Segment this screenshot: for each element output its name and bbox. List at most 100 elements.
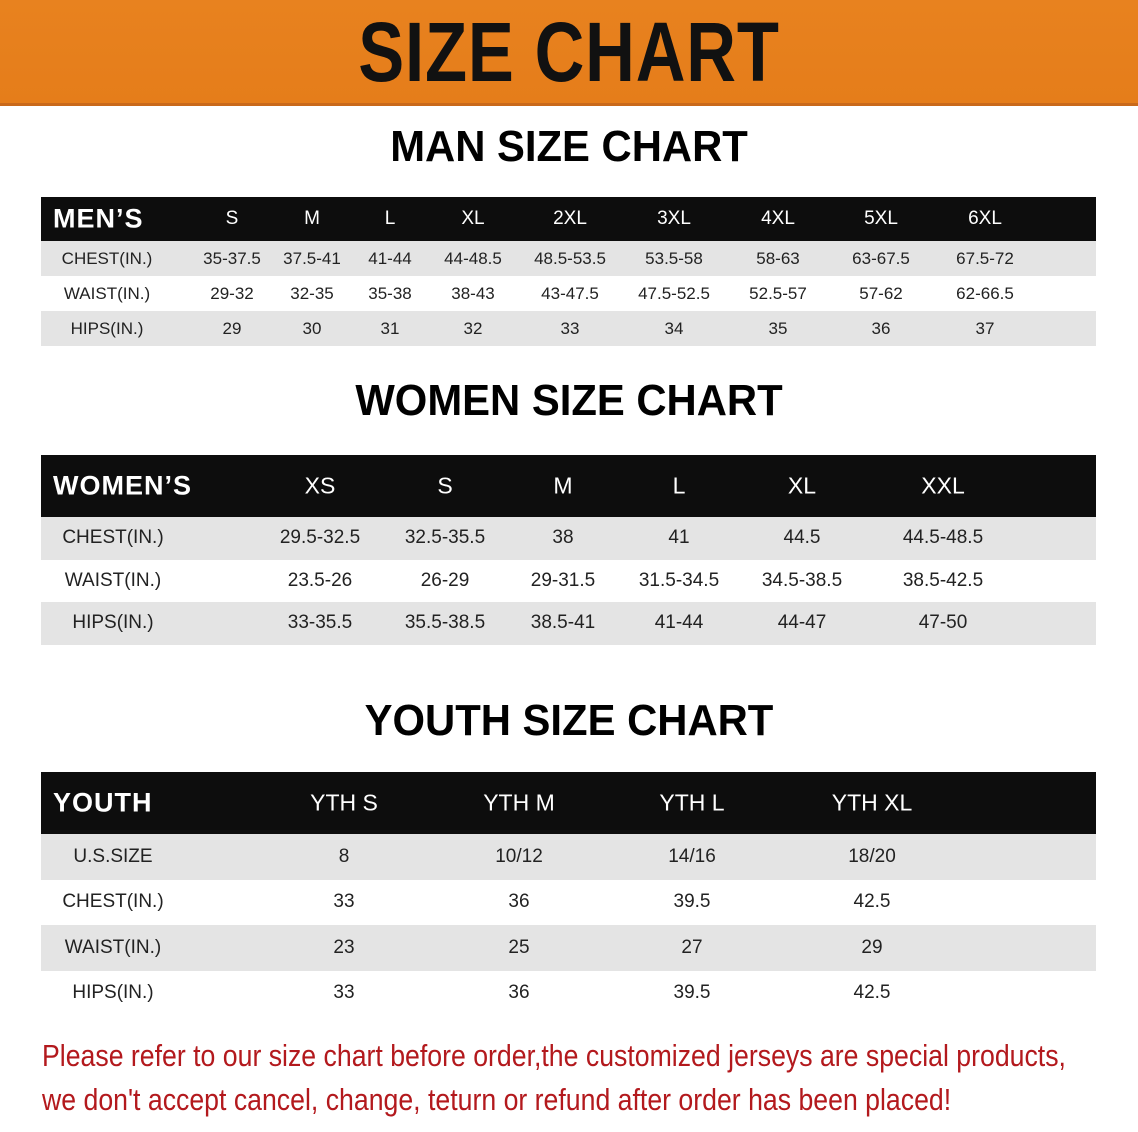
row-label: HIPS(IN.) (72, 612, 154, 634)
table-row: WAIST(IN.) 23.5-26 26-29 29-31.5 31.5-34.5 34… (41, 560, 1096, 603)
table-row: CHEST(IN.) 29.5-32.5 32.5-35.5 38 41 44.5 44.5… (41, 517, 1096, 560)
men-size-header: 6XL (968, 208, 1002, 229)
table-cell: 29-32 (210, 283, 254, 303)
youth-header-row: YOUTH YTH S YTH M YTH L YTH XL (41, 772, 1096, 834)
table-cell: 23.5-26 (287, 569, 353, 591)
women-size-header: XS (304, 472, 336, 499)
table-cell: 44-48.5 (444, 248, 502, 268)
table-cell: 32 (463, 318, 483, 338)
table-cell: 44.5 (783, 527, 821, 549)
table-cell: 39.5 (673, 982, 711, 1004)
table-cell: 31 (380, 318, 400, 338)
table-cell: 34.5-38.5 (761, 569, 843, 591)
table-cell: 36 (508, 891, 530, 913)
table-row: CHEST(IN.) 35-37.5 37.5-41 41-44 44-48.5 48.5… (41, 241, 1096, 276)
men-header-row: MEN’S S M L XL 2XL 3XL 4XL 5XL 6XL (41, 197, 1096, 241)
table-cell: 42.5 (853, 982, 891, 1004)
table-cell: 29 (222, 318, 242, 338)
table-cell: 42.5 (853, 891, 891, 913)
table-cell: 33 (333, 891, 355, 913)
title-banner: SIZE CHART (0, 0, 1138, 106)
table-cell: 38 (552, 527, 574, 549)
row-label: WAIST(IN.) (63, 283, 151, 303)
table-cell: 33 (560, 318, 580, 338)
row-label: HIPS(IN.) (70, 318, 144, 338)
table-cell: 25 (508, 936, 530, 958)
table-cell: 47-50 (918, 612, 968, 634)
row-label: CHEST(IN.) (62, 891, 164, 913)
table-cell: 10/12 (495, 845, 543, 867)
table-cell: 43-47.5 (541, 283, 599, 303)
table-cell: 34 (664, 318, 684, 338)
table-cell: 41-44 (654, 612, 704, 634)
women-size-header: L (672, 472, 686, 499)
row-label: HIPS(IN.) (72, 982, 154, 1004)
youth-size-table: YOUTH YTH S YTH M YTH L YTH XL U.S.SIZE 8 10/12… (41, 772, 1096, 1016)
women-header-row: WOMEN’S XS S M L XL XXL (41, 455, 1096, 517)
table-cell: 57-62 (859, 283, 903, 303)
youth-size-header: YTH M (483, 789, 555, 816)
table-cell: 36 (871, 318, 891, 338)
women-size-header: XL (787, 472, 817, 499)
table-cell: 29-31.5 (530, 569, 596, 591)
notice-line-1: Please refer to our size chart before or… (42, 1038, 1066, 1073)
table-row: U.S.SIZE 8 10/12 14/16 18/20 (41, 834, 1096, 880)
row-label: CHEST(IN.) (62, 527, 164, 549)
table-cell: 53.5-58 (645, 248, 703, 268)
table-cell: 33-35.5 (287, 612, 353, 634)
table-cell: 63-67.5 (852, 248, 910, 268)
men-size-header: M (304, 208, 320, 229)
men-size-header: S (225, 208, 239, 229)
women-section-title: WOMEN SIZE CHART (355, 376, 783, 425)
table-cell: 35 (768, 318, 788, 338)
table-cell: 36 (508, 982, 530, 1004)
youth-size-header: YTH L (659, 789, 725, 816)
table-row: WAIST(IN.) 29-32 32-35 35-38 38-43 43-47.5 47.… (41, 276, 1096, 311)
men-section-title: MAN SIZE CHART (390, 122, 748, 171)
men-size-header: 2XL (553, 208, 587, 229)
row-label: WAIST(IN.) (64, 936, 162, 958)
table-cell: 58-63 (756, 248, 800, 268)
men-size-header: L (384, 208, 396, 229)
table-cell: 47.5-52.5 (638, 283, 710, 303)
table-cell: 32.5-35.5 (404, 527, 486, 549)
table-row: HIPS(IN.) 29 30 31 32 33 34 35 36 37 (41, 311, 1096, 346)
banner-title: SIZE CHART (358, 5, 780, 99)
table-cell: 8 (338, 845, 350, 867)
women-header-label: WOMEN’S (53, 470, 192, 501)
table-cell: 67.5-72 (956, 248, 1014, 268)
notice-line-2: we don't accept cancel, change, teturn o… (42, 1082, 952, 1117)
table-cell: 44-47 (777, 612, 827, 634)
women-size-table: WOMEN’S XS S M L XL XXL CHEST(IN.) 29.5-32.5 32.5… (41, 455, 1096, 645)
table-cell: 26-29 (420, 569, 470, 591)
table-row: HIPS(IN.) 33 36 39.5 42.5 (41, 971, 1096, 1017)
table-cell: 35.5-38.5 (404, 612, 486, 634)
table-cell: 41 (668, 527, 690, 549)
table-cell: 29.5-32.5 (279, 527, 361, 549)
men-size-header: 5XL (864, 208, 898, 229)
men-size-header: 3XL (657, 208, 691, 229)
table-row: WAIST(IN.) 23 25 27 29 (41, 925, 1096, 971)
table-cell: 37.5-41 (283, 248, 341, 268)
table-cell: 39.5 (673, 891, 711, 913)
table-row: CHEST(IN.) 33 36 39.5 42.5 (41, 880, 1096, 926)
table-cell: 62-66.5 (956, 283, 1014, 303)
table-row: HIPS(IN.) 33-35.5 35.5-38.5 38.5-41 41-44 44-… (41, 602, 1096, 645)
table-cell: 33 (333, 982, 355, 1004)
row-label: WAIST(IN.) (64, 569, 162, 591)
table-cell: 29 (861, 936, 883, 958)
youth-section-title: YOUTH SIZE CHART (364, 696, 774, 745)
men-size-header: XL (461, 208, 485, 229)
women-size-header: XXL (921, 472, 965, 499)
women-size-header: M (553, 472, 573, 499)
row-label: CHEST(IN.) (61, 248, 153, 268)
youth-size-header: YTH S (310, 789, 378, 816)
youth-header-label: YOUTH (53, 787, 153, 818)
table-cell: 14/16 (668, 845, 716, 867)
men-header-label: MEN’S (53, 203, 144, 234)
table-cell: 32-35 (290, 283, 334, 303)
table-cell: 35-38 (368, 283, 412, 303)
table-cell: 18/20 (848, 845, 896, 867)
table-cell: 23 (333, 936, 355, 958)
table-cell: 38.5-42.5 (902, 569, 984, 591)
